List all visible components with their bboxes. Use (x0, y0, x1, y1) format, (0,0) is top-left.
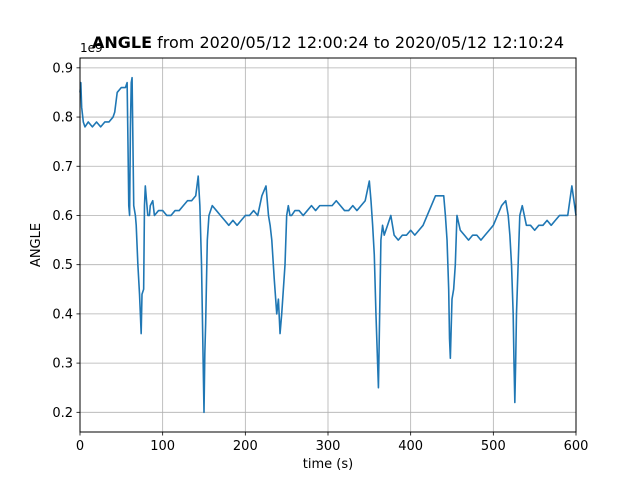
y-tick-label: 0.4 (52, 307, 73, 322)
y-tick-label: 0.6 (52, 209, 73, 224)
y-tick-label: 0.2 (52, 406, 73, 421)
x-tick-label: 0 (76, 439, 84, 454)
y-axis-label: ANGLE (29, 223, 44, 267)
x-tick-label: 300 (316, 439, 341, 454)
y-tick-label: 0.8 (52, 111, 73, 126)
y-axis-ticks: 0.2 0.3 0.4 0.5 0.6 0.7 0.8 0.9 (52, 61, 80, 421)
series-line (79, 76, 577, 414)
x-tick-label: 100 (150, 439, 175, 454)
x-tick-label: 200 (233, 439, 258, 454)
x-tick-label: 600 (564, 439, 589, 454)
chart-title-rest: from 2020/05/12 12:00:24 to 2020/05/12 1… (152, 33, 564, 52)
x-tick-label: 500 (481, 439, 506, 454)
chart-title-bold: ANGLE (92, 33, 153, 52)
y-tick-label: 0.7 (52, 160, 73, 175)
y-axis-offset-text: 1e9 (80, 41, 103, 55)
series-group (79, 76, 577, 414)
x-tick-label: 400 (398, 439, 423, 454)
x-axis-label: time (s) (303, 457, 353, 472)
x-axis-ticks: 0 100 200 300 400 500 600 (76, 432, 589, 454)
y-tick-label: 0.3 (52, 357, 73, 372)
grid-lines (79, 58, 577, 432)
chart-title: ANGLE from 2020/05/12 12:00:24 to 2020/0… (0, 33, 640, 52)
y-tick-label: 0.5 (52, 258, 73, 273)
y-tick-label: 0.9 (52, 61, 73, 76)
